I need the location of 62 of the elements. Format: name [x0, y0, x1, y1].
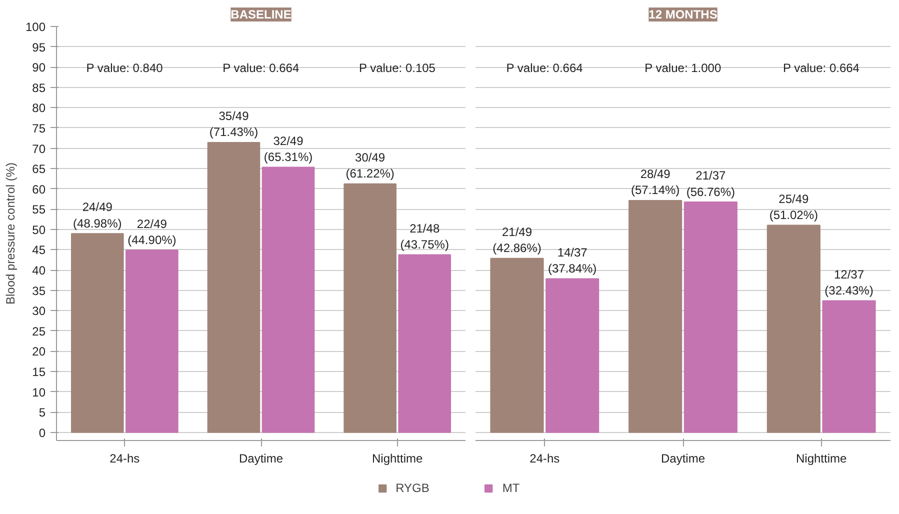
- bar: [490, 258, 544, 433]
- legend-label: MT: [502, 481, 521, 495]
- annotation: P value: 0.664: [782, 60, 860, 75]
- y-tick-label: 50: [32, 222, 46, 237]
- data-label: 14/37 (37.84%): [548, 245, 597, 276]
- bar: [766, 224, 820, 433]
- annotation: P value: 1.000: [644, 60, 722, 75]
- bar: [822, 300, 876, 433]
- x-tick-label: 24-hs: [530, 452, 560, 466]
- data-label: 35/49 (71.43%): [209, 109, 258, 140]
- data-label: 12/37 (32.43%): [824, 267, 874, 298]
- bar: [262, 166, 315, 433]
- data-label: 21/48 (43.75%): [400, 221, 449, 252]
- y-tick-label: 0: [38, 426, 46, 440]
- chart-title: BASELINE: [230, 8, 292, 22]
- annotation: P value: 0.664: [506, 60, 584, 75]
- y-tick-label: 60: [32, 182, 46, 196]
- annotation: P value: 0.840: [86, 60, 164, 75]
- bar: [70, 233, 124, 433]
- bar: [398, 254, 452, 433]
- y-axis-title: Blood pressure control (%): [3, 162, 18, 305]
- y-tick-label: 75: [32, 121, 46, 136]
- y-tick-label: 20: [32, 344, 46, 359]
- data-label: 21/37 (56.76%): [686, 168, 736, 199]
- y-tick-label: 45: [32, 243, 46, 258]
- y-tick-label: 35: [32, 284, 46, 298]
- annotation: P value: 0.664: [222, 60, 300, 75]
- y-tick-label: 55: [32, 202, 46, 217]
- bar: [546, 278, 600, 433]
- x-tick-label: Nighttime: [372, 452, 423, 466]
- data-label: 25/49 (51.02%): [769, 192, 818, 222]
- y-tick-label: 70: [32, 142, 46, 156]
- y-tick-label: 10: [32, 385, 46, 400]
- annotation: P value: 0.105: [358, 60, 436, 75]
- data-label: 21/49 (42.86%): [492, 225, 542, 256]
- x-tick-label: Daytime: [660, 452, 706, 466]
- data-label: 30/49 (61.22%): [346, 150, 394, 181]
- data-label: 32/49 (65.31%): [264, 134, 313, 164]
- x-tick-label: Nighttime: [796, 452, 847, 466]
- data-label: 24/49 (48.98%): [73, 200, 122, 230]
- data-label: 28/49 (57.14%): [630, 167, 680, 198]
- y-tick-label: 85: [32, 80, 46, 95]
- y-tick-label: 100: [25, 20, 46, 34]
- x-tick-label: 24-hs: [110, 452, 140, 466]
- bar: [126, 250, 178, 433]
- bar: [684, 202, 738, 433]
- y-tick-label: 95: [32, 40, 46, 54]
- y-tick-label: 30: [32, 304, 46, 318]
- bar: [628, 200, 682, 433]
- bar: [207, 142, 260, 433]
- y-tick-label: 5: [38, 406, 46, 420]
- data-label: 22/49 (44.90%): [128, 216, 176, 247]
- y-tick-label: 80: [32, 101, 46, 116]
- y-tick-label: 40: [32, 264, 46, 278]
- chart-title: 12 MONTHS: [648, 8, 718, 22]
- x-tick-label: Daytime: [238, 452, 284, 466]
- legend-label: RYGB: [396, 481, 430, 495]
- bar: [344, 183, 396, 433]
- y-tick-label: 65: [32, 162, 46, 176]
- y-tick-label: 90: [32, 60, 46, 75]
- y-tick-label: 25: [32, 324, 46, 338]
- y-tick-label: 15: [32, 365, 46, 379]
